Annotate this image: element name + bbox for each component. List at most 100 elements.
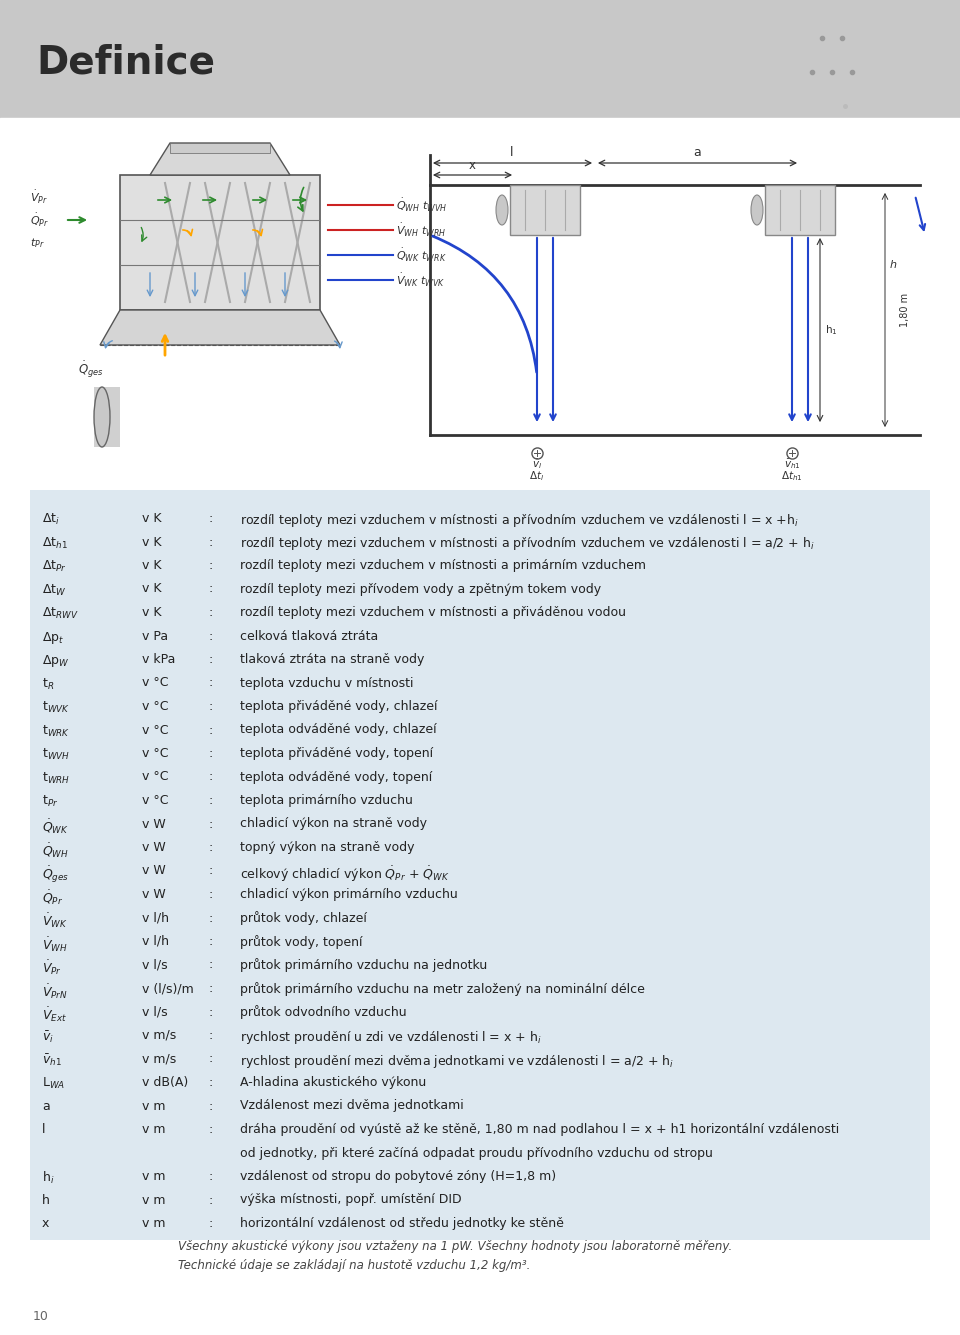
Text: od jednotky, při které začíná odpadat proudu přívodního vzduchu od stropu: od jednotky, při které začíná odpadat pr…: [240, 1147, 713, 1160]
Text: Δt$_W$: Δt$_W$: [42, 582, 66, 598]
Text: $\dot{V}$$_{Ext}$: $\dot{V}$$_{Ext}$: [42, 1005, 67, 1024]
Text: $\dot{Q}_{ges}$: $\dot{Q}_{ges}$: [78, 360, 104, 380]
Text: rozdíl teploty mezi vzduchem v místnosti a přívodním vzduchem ve vzdálenosti l =: rozdíl teploty mezi vzduchem v místnosti…: [240, 535, 815, 553]
Text: $\dot{V}_{Pr}$: $\dot{V}_{Pr}$: [30, 188, 48, 206]
Text: v m: v m: [142, 1218, 165, 1230]
Text: A-hladina akustického výkonu: A-hladina akustického výkonu: [240, 1076, 426, 1089]
Text: v l/h: v l/h: [142, 934, 169, 948]
Text: v m: v m: [142, 1100, 165, 1112]
Text: :: :: [208, 1193, 212, 1207]
Text: :: :: [208, 1052, 212, 1065]
Text: :: :: [208, 1169, 212, 1183]
Text: výška místnosti, popř. umístění DID: výška místnosti, popř. umístění DID: [240, 1193, 462, 1207]
Text: teplota přiváděné vody, topení: teplota přiváděné vody, topení: [240, 748, 433, 760]
Bar: [170, 143, 270, 154]
Text: t$_{Pr}$: t$_{Pr}$: [42, 794, 59, 809]
Text: $\dot{V}$$_{PrN}$: $\dot{V}$$_{PrN}$: [42, 983, 68, 1001]
Text: a: a: [693, 146, 701, 159]
Text: Δt$_{Pr}$: Δt$_{Pr}$: [42, 559, 67, 574]
Bar: [120, 175, 320, 310]
Text: rozdíl teploty mezi přívodem vody a zpětným tokem vody: rozdíl teploty mezi přívodem vody a zpět…: [240, 582, 601, 595]
Text: $\dot{V}$$_{WK}$: $\dot{V}$$_{WK}$: [42, 912, 67, 930]
Text: t$_R$: t$_R$: [42, 677, 55, 692]
Text: v m/s: v m/s: [142, 1052, 177, 1065]
Text: h$_1$: h$_1$: [825, 323, 838, 336]
Text: 10: 10: [33, 1310, 49, 1323]
Text: $\bar{v}_l$: $\bar{v}_l$: [532, 457, 542, 471]
Text: a: a: [42, 1100, 50, 1112]
Text: celkový chladicí výkon $\dot{Q}$$_{Pr}$ + $\dot{Q}$$_{WK}$: celkový chladicí výkon $\dot{Q}$$_{Pr}$ …: [240, 865, 449, 884]
Text: $\dot{Q}$$_{Pr}$: $\dot{Q}$$_{Pr}$: [42, 888, 63, 906]
Polygon shape: [150, 143, 290, 175]
Text: $\dot{Q}$$_{WH}$: $\dot{Q}$$_{WH}$: [42, 841, 69, 860]
Text: :: :: [208, 535, 212, 549]
Text: rozdíl teploty mezi vzduchem v místnosti a primárním vzduchem: rozdíl teploty mezi vzduchem v místnosti…: [240, 559, 646, 571]
Text: horizontální vzdálenost od středu jednotky ke stěně: horizontální vzdálenost od středu jednot…: [240, 1218, 564, 1230]
Text: v dB(A): v dB(A): [142, 1076, 188, 1089]
Text: v °C: v °C: [142, 700, 169, 713]
Text: rychlost proudění u zdi ve vzdálenosti l = x + h$_i$: rychlost proudění u zdi ve vzdálenosti l…: [240, 1029, 541, 1047]
Text: teplota vzduchu v místnosti: teplota vzduchu v místnosti: [240, 677, 414, 689]
Text: $\bar{v}$$_{h1}$: $\bar{v}$$_{h1}$: [42, 1052, 61, 1068]
Text: v K: v K: [142, 513, 161, 525]
Text: t$_{WRH}$: t$_{WRH}$: [42, 770, 70, 785]
Text: :: :: [208, 653, 212, 666]
Text: x: x: [468, 159, 475, 172]
Text: :: :: [208, 606, 212, 619]
Text: Δt$_i$: Δt$_i$: [42, 513, 60, 527]
Text: rozdíl teploty mezi vzduchem v místnosti a přiváděnou vodou: rozdíl teploty mezi vzduchem v místnosti…: [240, 606, 626, 619]
Text: h: h: [42, 1193, 50, 1207]
Text: t$_{WVK}$: t$_{WVK}$: [42, 700, 70, 716]
Text: :: :: [208, 1218, 212, 1230]
Text: :: :: [208, 724, 212, 737]
Text: $\dot{Q}_{Pr}$: $\dot{Q}_{Pr}$: [30, 211, 49, 228]
Text: v K: v K: [142, 582, 161, 595]
Bar: [0, 117, 960, 477]
Ellipse shape: [751, 195, 763, 226]
Text: t$_{WVH}$: t$_{WVH}$: [42, 748, 70, 762]
Text: v W: v W: [142, 888, 166, 901]
Text: chladicí výkon primárního vzduchu: chladicí výkon primárního vzduchu: [240, 888, 458, 901]
Bar: [765, 186, 835, 235]
Text: $\Delta t_{h1}$: $\Delta t_{h1}$: [781, 469, 803, 483]
Bar: [0, 0, 960, 117]
Text: v °C: v °C: [142, 794, 169, 806]
Text: v l/h: v l/h: [142, 912, 169, 925]
Text: :: :: [208, 582, 212, 595]
Text: průtok odvodního vzduchu: průtok odvodního vzduchu: [240, 1005, 407, 1020]
Text: :: :: [208, 794, 212, 806]
Text: Δp$_W$: Δp$_W$: [42, 653, 69, 669]
Bar: [94, 387, 120, 447]
Text: :: :: [208, 1123, 212, 1136]
Text: :: :: [208, 559, 212, 571]
Text: :: :: [208, 748, 212, 760]
Text: teplota primárního vzduchu: teplota primárního vzduchu: [240, 794, 413, 806]
Text: :: :: [208, 934, 212, 948]
Text: :: :: [208, 983, 212, 995]
Text: :: :: [208, 1100, 212, 1112]
Text: v (l/s)/m: v (l/s)/m: [142, 983, 194, 995]
Ellipse shape: [94, 387, 110, 447]
Text: rozdíl teploty mezi vzduchem v místnosti a přívodním vzduchem ve vzdálenosti l =: rozdíl teploty mezi vzduchem v místnosti…: [240, 513, 799, 529]
Text: v m: v m: [142, 1169, 165, 1183]
Text: Δt$_{RWV}$: Δt$_{RWV}$: [42, 606, 79, 621]
Text: v K: v K: [142, 606, 161, 619]
Text: v l/s: v l/s: [142, 959, 168, 972]
Text: v K: v K: [142, 559, 161, 571]
Text: $\dot{V}_{WK}\ t_{WVK}$: $\dot{V}_{WK}\ t_{WVK}$: [396, 271, 445, 288]
Text: :: :: [208, 1029, 212, 1043]
Text: Všechny akustické výkony jsou vztaženy na 1 pW. Všechny hodnoty jsou laboratorně: Všechny akustické výkony jsou vztaženy n…: [178, 1240, 732, 1254]
Text: teplota odváděné vody, topení: teplota odváděné vody, topení: [240, 770, 432, 784]
Text: $\bar{v}_{h1}$: $\bar{v}_{h1}$: [783, 457, 801, 471]
Text: průtok vody, chlazeí: průtok vody, chlazeí: [240, 912, 367, 925]
Text: :: :: [208, 513, 212, 525]
Text: v K: v K: [142, 535, 161, 549]
Text: v l/s: v l/s: [142, 1005, 168, 1019]
Text: rychlost proudění mezi dvěma jednotkami ve vzdálenosti l = a/2 + h$_i$: rychlost proudění mezi dvěma jednotkami …: [240, 1052, 674, 1069]
Text: :: :: [208, 865, 212, 877]
Text: :: :: [208, 817, 212, 830]
Text: v °C: v °C: [142, 724, 169, 737]
Text: celková tlaková ztráta: celková tlaková ztráta: [240, 630, 378, 642]
Text: $\dot{V}_{WH}\ t_{WRH}$: $\dot{V}_{WH}\ t_{WRH}$: [396, 222, 446, 239]
Text: Technické údaje se zakládají na hustotě vzduchu 1,2 kg/m³.: Technické údaje se zakládají na hustotě …: [178, 1259, 530, 1272]
